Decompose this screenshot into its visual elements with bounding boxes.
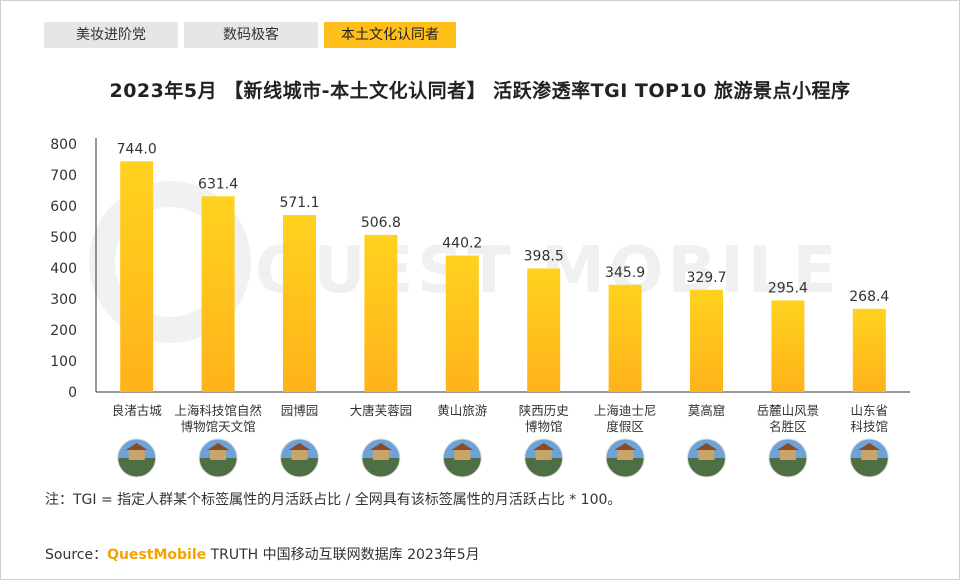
y-tick-label: 0 bbox=[68, 385, 77, 401]
x-tick-label: 园博园 bbox=[281, 403, 319, 418]
x-tick-label: 山东省 bbox=[851, 403, 889, 418]
y-tick-label: 100 bbox=[50, 354, 77, 370]
x-tick-label: 博物馆天文馆 bbox=[181, 419, 256, 434]
category-icons bbox=[117, 438, 889, 478]
y-tick-label: 600 bbox=[50, 199, 77, 215]
x-tick-label: 岳麓山风景 bbox=[757, 403, 820, 418]
bar-value-label: 631.4 bbox=[198, 176, 238, 192]
bar-value-label: 295.4 bbox=[768, 280, 808, 296]
y-tick-label: 400 bbox=[50, 261, 77, 277]
bar-value-label: 398.5 bbox=[524, 248, 564, 264]
museum-hall-icon bbox=[524, 438, 564, 478]
bar-value-label: 329.7 bbox=[686, 270, 726, 286]
x-tick-label: 度假区 bbox=[606, 419, 644, 434]
museum-dome-icon bbox=[198, 438, 238, 478]
segment-tabs: 美妆进阶党 数码极客 本土文化认同者 bbox=[44, 22, 456, 48]
y-tick-label: 200 bbox=[50, 323, 77, 339]
x-tick-label: 黄山旅游 bbox=[437, 403, 488, 418]
bar bbox=[283, 214, 316, 392]
bar bbox=[852, 308, 886, 392]
chart-title: 2023年5月 【新线城市-本土文化认同者】 活跃渗透率TGI TOP10 旅游… bbox=[109, 80, 851, 102]
bar-value-label: 440.2 bbox=[442, 236, 482, 252]
bar-value-label: 571.1 bbox=[279, 195, 319, 211]
footnote: 注：TGI = 指定人群某个标签属性的月活跃占比 / 全网具有该标签属性的月活跃… bbox=[45, 492, 622, 508]
bar bbox=[201, 196, 235, 392]
palace-gate-icon bbox=[117, 438, 157, 478]
bar bbox=[690, 289, 723, 392]
bar-value-label: 345.9 bbox=[605, 265, 645, 281]
bars: 744.0 631.4 571.1 506.8 440.2 398.5 345.9 329.7… bbox=[117, 141, 889, 392]
tab-digital-geek[interactable]: 数码极客 bbox=[184, 22, 318, 48]
source-prefix: Source： bbox=[45, 547, 108, 563]
y-tick-label: 500 bbox=[50, 230, 77, 246]
x-tick-label: 名胜区 bbox=[769, 419, 807, 434]
bridge-arch-icon bbox=[280, 438, 319, 478]
bar-value-label: 268.4 bbox=[849, 289, 889, 305]
x-tick-label: 莫高窟 bbox=[688, 403, 726, 418]
x-tick-label: 上海迪士尼 bbox=[594, 403, 657, 418]
x-tick-label: 大唐芙蓉园 bbox=[350, 403, 413, 418]
y-tick-label: 300 bbox=[50, 292, 77, 308]
x-tick-label: 科技馆 bbox=[851, 419, 889, 434]
cave-temple-icon bbox=[687, 438, 726, 478]
science-museum-icon bbox=[849, 438, 889, 478]
bar bbox=[771, 300, 805, 392]
bar-value-label: 506.8 bbox=[361, 215, 401, 231]
x-tick-label: 陕西历史 bbox=[519, 403, 570, 418]
castle-icon bbox=[605, 438, 645, 478]
bar-value-label: 744.0 bbox=[117, 141, 157, 157]
bar bbox=[364, 234, 398, 392]
tab-beauty-advanced[interactable]: 美妆进阶党 bbox=[44, 22, 178, 48]
mountain-pine-icon bbox=[442, 438, 482, 478]
pagoda-icon bbox=[361, 438, 401, 478]
source-rest: TRUTH 中国移动互联网数据库 2023年5月 bbox=[206, 547, 480, 563]
y-tick-label: 700 bbox=[50, 168, 77, 184]
x-tick-label: 博物馆 bbox=[525, 419, 563, 434]
y-tick-label: 800 bbox=[50, 137, 77, 153]
bar bbox=[608, 284, 642, 392]
x-tick-label: 良渚古城 bbox=[112, 403, 163, 418]
source-brand: QuestMobile bbox=[107, 547, 207, 563]
bar bbox=[445, 255, 479, 392]
autumn-pavilion-icon bbox=[768, 438, 808, 478]
source-line: Source：QuestMobile TRUTH 中国移动互联网数据库 2023… bbox=[45, 544, 480, 564]
tab-local-culture[interactable]: 本土文化认同者 bbox=[324, 22, 456, 48]
x-tick-label: 上海科技馆自然 bbox=[174, 403, 262, 418]
bar bbox=[527, 268, 561, 392]
bar bbox=[120, 161, 154, 392]
